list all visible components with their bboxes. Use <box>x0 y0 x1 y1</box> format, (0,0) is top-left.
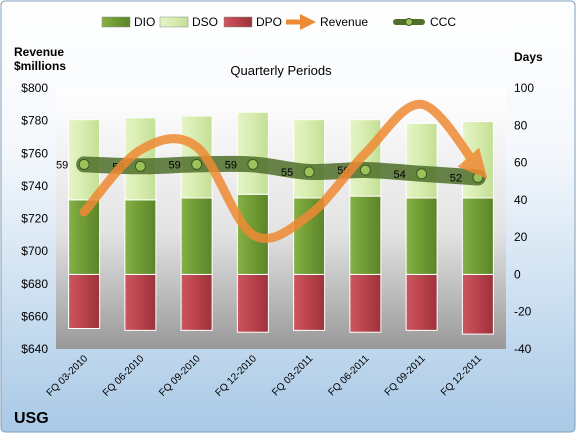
right-axis: -40 -20 0 20 40 60 80 100 <box>514 81 534 356</box>
right-tick-label: 60 <box>514 156 528 170</box>
dpo-bar <box>68 273 101 329</box>
left-tick-label: $640 <box>21 342 48 356</box>
dpo-bar <box>405 273 438 331</box>
legend-label: DSO <box>192 15 218 29</box>
ccc-data-label: 52 <box>450 172 462 184</box>
right-tick-label: 40 <box>514 193 528 207</box>
right-tick-label: 0 <box>514 267 521 281</box>
ccc-point <box>472 171 484 183</box>
dpo-bar <box>461 273 494 335</box>
right-axis-label: Days <box>514 50 543 64</box>
ccc-data-label: 55 <box>281 167 293 179</box>
left-tick-label: $760 <box>21 146 48 160</box>
dpo-bar <box>180 273 213 331</box>
legend: DIO DSO DPO Revenue CCC <box>101 13 456 31</box>
company-name: USG <box>14 410 49 427</box>
ccc-data-label: 59 <box>56 159 68 171</box>
ccc-point <box>359 164 371 176</box>
left-axis-label-line2: $millions <box>14 59 66 73</box>
left-tick-label: $680 <box>21 277 48 291</box>
legend-swatch <box>159 16 189 28</box>
left-axis: $640 $660 $680 $700 $720 $740 $760 $780 $800 <box>21 81 48 356</box>
chart-title: Quarterly Periods <box>230 63 332 78</box>
ccc-point <box>191 158 203 170</box>
legend-label: DPO <box>256 15 282 29</box>
dpo-bar <box>349 273 382 333</box>
dpo-bar <box>236 273 269 333</box>
legend-label: Revenue <box>320 15 368 29</box>
right-tick-label: -40 <box>514 342 532 356</box>
legend-swatch-marker <box>405 18 413 26</box>
dpo-bar <box>124 273 157 331</box>
dso-bar <box>405 122 438 199</box>
ccc-data-label: 59 <box>225 159 237 171</box>
dio-bar <box>180 197 213 275</box>
ccc-point <box>247 158 259 170</box>
dso-bar <box>293 119 326 199</box>
left-tick-label: $780 <box>21 114 48 128</box>
legend-swatch <box>223 16 253 28</box>
dso-bar <box>236 111 269 195</box>
right-tick-label: 20 <box>514 230 528 244</box>
legend-label: CCC <box>430 15 456 29</box>
left-axis-label-line1: Revenue <box>14 45 64 59</box>
ccc-data-label: 54 <box>394 169 406 181</box>
ccc-data-label: 59 <box>169 159 181 171</box>
left-tick-label: $800 <box>21 81 48 95</box>
dio-bar <box>405 197 438 275</box>
dpo-bar <box>293 273 326 331</box>
left-tick-label: $740 <box>21 179 48 193</box>
right-tick-label: 80 <box>514 118 528 132</box>
left-tick-label: $700 <box>21 244 48 258</box>
dio-bar <box>349 195 382 275</box>
revenue-series <box>79 99 488 243</box>
ccc-point <box>78 158 90 170</box>
dio-bar <box>124 199 157 275</box>
ccc-point <box>416 168 428 180</box>
ccc-point <box>303 166 315 178</box>
right-tick-label: -20 <box>514 305 532 319</box>
right-tick-label: 100 <box>514 81 534 95</box>
legend-swatch <box>101 16 131 28</box>
legend-label: DIO <box>134 15 155 29</box>
revenue-line <box>79 99 488 243</box>
plot-area <box>56 88 506 349</box>
left-tick-label: $720 <box>21 212 48 226</box>
dio-bar <box>461 197 494 275</box>
left-tick-label: $660 <box>21 309 48 323</box>
ccc-point <box>134 160 146 172</box>
